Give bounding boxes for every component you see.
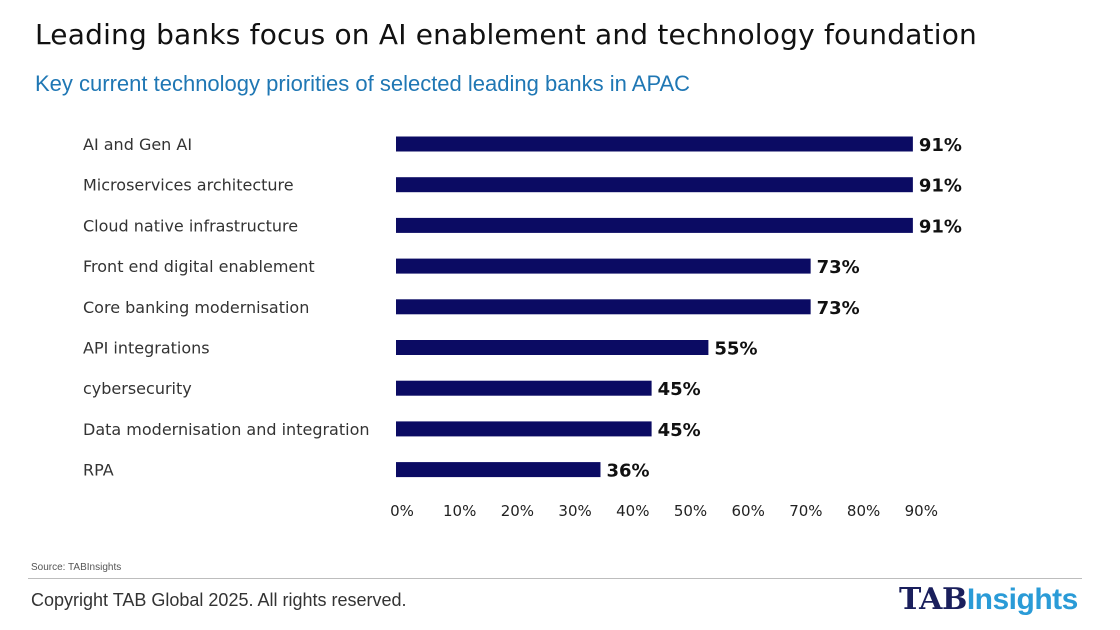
tabinsights-logo: TABInsights: [899, 582, 1078, 617]
x-tick-label: 80%: [847, 502, 880, 520]
x-tick-label: 20%: [501, 502, 534, 520]
bar: [396, 217, 913, 233]
data-label: 55%: [714, 339, 757, 360]
x-tick-label: 40%: [616, 502, 649, 520]
bar: [396, 258, 811, 274]
x-tick-label: 60%: [732, 502, 765, 520]
x-tick-label: 50%: [674, 502, 707, 520]
bar: [396, 340, 709, 355]
bar: [396, 380, 652, 396]
category-label: Core banking modernisation: [83, 298, 309, 317]
data-label: 91%: [919, 216, 962, 237]
x-tick-label: 10%: [443, 502, 476, 520]
category-label: AI and Gen AI: [83, 135, 192, 154]
source-note: Source: TABInsights: [31, 562, 122, 573]
bar: [396, 136, 913, 152]
category-label: cybersecurity: [83, 379, 192, 398]
x-tick-label: 30%: [558, 502, 591, 520]
data-label: 73%: [817, 298, 860, 319]
data-label: 45%: [658, 379, 701, 400]
category-label: API integrations: [83, 339, 210, 358]
data-label: 36%: [606, 461, 649, 482]
x-tick-label: 70%: [789, 502, 822, 520]
bar: [396, 299, 811, 315]
bar-chart: AI and Gen AI 91% Microservices architectu…: [83, 135, 962, 520]
x-tick-label: 0%: [390, 502, 414, 520]
chart-title: Leading banks focus on AI enablement and…: [35, 18, 977, 51]
category-label: Data modernisation and integration: [83, 420, 370, 439]
category-label: Cloud native infrastructure: [83, 216, 298, 235]
category-label: Microservices architecture: [83, 176, 294, 195]
data-label: 73%: [817, 257, 860, 278]
data-label: 91%: [919, 135, 962, 156]
data-label: 91%: [919, 176, 962, 197]
x-tick-label: 90%: [905, 502, 938, 520]
bar: [396, 462, 601, 478]
footer-divider: [28, 578, 1082, 579]
category-label: Front end digital enablement: [83, 257, 315, 276]
bar: [396, 421, 652, 437]
data-label: 45%: [658, 420, 701, 441]
copyright-text: Copyright TAB Global 2025. All rights re…: [31, 590, 407, 610]
logo-insights: Insights: [966, 583, 1079, 616]
chart-subtitle: Key current technology priorities of sel…: [35, 71, 691, 96]
bar: [396, 177, 913, 193]
category-label: RPA: [83, 461, 114, 480]
logo-tab: TAB: [899, 582, 967, 617]
